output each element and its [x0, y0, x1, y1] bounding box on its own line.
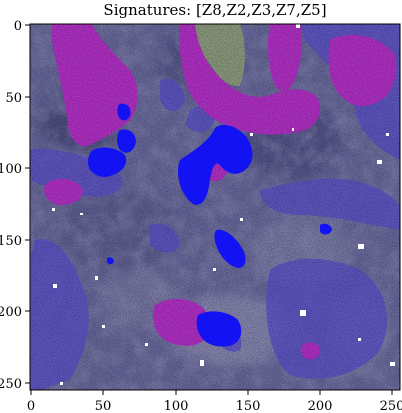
x-tick-label: 200 [308, 399, 333, 413]
segmentation-image [30, 24, 400, 390]
figure-title: Signatures: [Z8,Z2,Z3,Z7,Z5] [103, 1, 326, 19]
x-tick-label: 50 [95, 399, 112, 413]
x-tick-label: 150 [236, 399, 261, 413]
x-tick-label: 100 [164, 399, 189, 413]
x-tick: 100 [164, 390, 189, 413]
x-tick-label: 250 [380, 399, 402, 413]
y-tick: 150 [0, 234, 30, 249]
y-tick: 50 [5, 91, 30, 106]
x-tick: 50 [95, 390, 112, 413]
y-tick: 0 [14, 19, 30, 34]
y-tick-label: 0 [14, 19, 22, 34]
y-tick-label: 200 [0, 305, 22, 320]
blue-regions [88, 103, 332, 347]
y-tick-label: 100 [0, 162, 22, 177]
y-tick: 250 [0, 377, 30, 392]
x-tick: 250 [380, 390, 402, 413]
y-tick: 100 [0, 162, 30, 177]
x-tick: 200 [308, 390, 333, 413]
x-tick-label: 0 [27, 399, 35, 413]
y-tick-label: 50 [5, 91, 22, 106]
y-tick-label: 250 [0, 377, 22, 392]
x-axis: 0 50 100 150 200 250 [27, 390, 402, 413]
y-tick: 200 [0, 305, 30, 320]
white-specks [52, 24, 395, 385]
y-tick-label: 150 [0, 234, 22, 249]
x-tick: 150 [236, 390, 261, 413]
x-tick: 0 [27, 390, 35, 413]
axes-frame [29, 23, 401, 391]
y-axis: 0 50 100 150 200 250 [0, 19, 30, 392]
